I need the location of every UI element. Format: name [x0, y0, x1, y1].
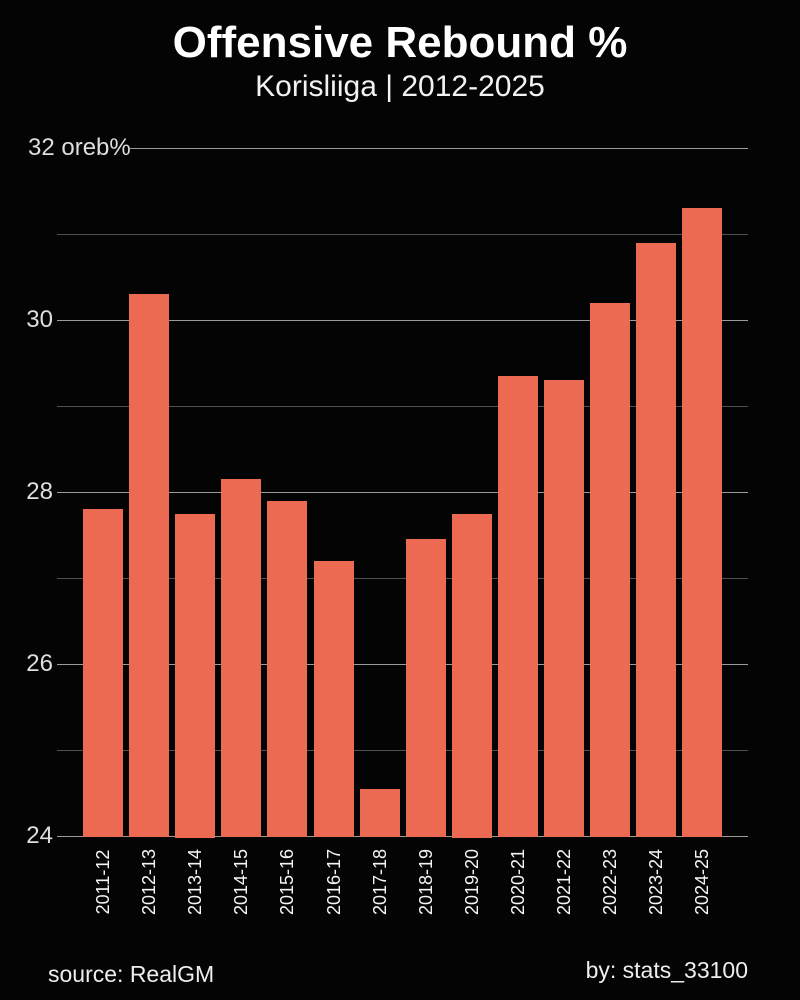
bar-2015-16: [267, 501, 307, 837]
x-axis-label-2017-18: 2017-18: [370, 848, 390, 916]
gridline-major-30: [57, 320, 748, 321]
bar-2016-17: [314, 561, 354, 837]
x-axis-label-2016-17: 2016-17: [324, 848, 344, 916]
x-axis-label-2024-25: 2024-25: [692, 848, 712, 916]
x-axis-label-2023-24: 2023-24: [646, 848, 666, 916]
gridline-major-24: [57, 836, 748, 837]
bar-2018-19: [406, 539, 446, 837]
gridline-major-28: [57, 492, 748, 493]
x-axis-label-2013-14: 2013-14: [185, 848, 205, 916]
x-axis-label-2022-23: 2022-23: [600, 848, 620, 916]
gridline-minor-31: [57, 234, 748, 235]
bar-2019-20: [452, 514, 492, 838]
bar-2014-15: [221, 479, 261, 837]
x-axis-label-2015-16: 2015-16: [277, 848, 297, 916]
y-axis-label-28: 28: [26, 478, 53, 505]
bar-2023-24: [636, 243, 676, 837]
gridline-minor-29: [57, 406, 748, 407]
gridline-minor-25: [57, 750, 748, 751]
y-axis-label-32: 32 oreb%: [28, 134, 131, 161]
bar-2013-14: [175, 514, 215, 838]
chart-subtitle: Korisliiga | 2012-2025: [255, 70, 545, 103]
bar-2020-21: [498, 376, 538, 837]
x-axis-label-2014-15: 2014-15: [231, 848, 251, 916]
x-axis-label-2012-13: 2012-13: [139, 848, 159, 916]
author-credit: by: stats_33100: [585, 957, 748, 983]
bar-2022-23: [590, 303, 630, 837]
gridline-minor-27: [57, 578, 748, 579]
gridline-major-32: [130, 148, 748, 149]
bar-2024-25: [682, 208, 722, 837]
y-axis-label-30: 30: [26, 306, 53, 333]
x-axis-label-2011-12: 2011-12: [93, 849, 113, 915]
bar-2021-22: [544, 380, 584, 837]
y-axis-label-24: 24: [26, 822, 53, 849]
bar-2017-18: [360, 789, 400, 837]
gridline-major-26: [57, 664, 748, 665]
x-axis-label-2018-19: 2018-19: [416, 848, 436, 916]
source-credit: source: RealGM: [48, 961, 215, 987]
bar-2012-13: [129, 294, 169, 837]
y-axis-label-26: 26: [26, 650, 53, 677]
x-axis-label-2021-22: 2021-22: [554, 848, 574, 916]
x-axis-label-2020-21: 2020-21: [508, 848, 528, 916]
x-axis-label-2019-20: 2019-20: [462, 848, 482, 916]
chart-title: Offensive Rebound %: [172, 18, 628, 67]
bar-2011-12: [83, 509, 123, 837]
